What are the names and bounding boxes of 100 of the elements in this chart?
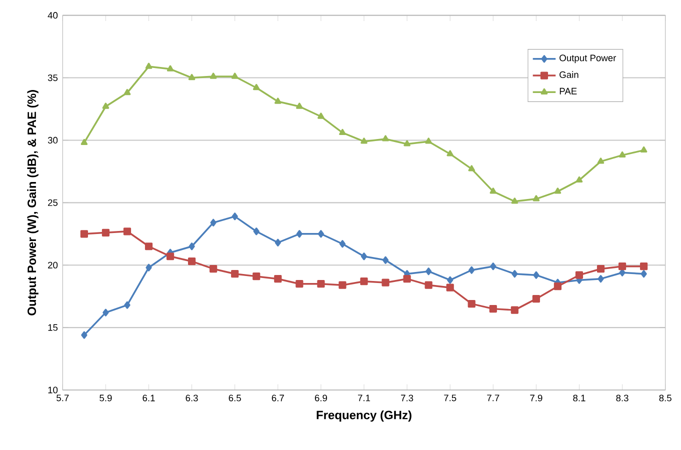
y-tick-label: 35 — [48, 74, 58, 82]
point — [124, 88, 131, 96]
x-tick-label: 8.5 — [659, 394, 672, 402]
point — [532, 195, 540, 202]
point — [510, 306, 518, 314]
point — [166, 252, 174, 260]
point — [166, 65, 174, 72]
x-tick-label: 5.9 — [100, 394, 112, 402]
point — [102, 308, 109, 316]
point — [252, 272, 260, 280]
point — [252, 84, 260, 90]
y-tick-label: 25 — [48, 199, 58, 206]
point — [145, 62, 152, 69]
point — [425, 138, 432, 144]
point — [274, 275, 282, 283]
point — [102, 228, 110, 236]
point — [446, 284, 454, 292]
point — [360, 138, 368, 144]
point — [554, 282, 562, 290]
point — [489, 305, 497, 313]
point — [554, 188, 562, 194]
point — [80, 138, 88, 146]
point — [318, 230, 324, 238]
point — [296, 102, 303, 109]
point — [382, 256, 389, 264]
point — [403, 275, 411, 283]
point — [339, 240, 346, 248]
point — [596, 265, 605, 273]
point — [339, 128, 346, 136]
point — [188, 242, 195, 250]
x-tick-label: 8.1 — [573, 394, 586, 402]
y-tick-label: 10 — [48, 386, 58, 394]
point — [124, 301, 130, 309]
legend-label: PAE — [560, 88, 577, 94]
point — [210, 218, 216, 226]
x-tick-label: 7.1 — [358, 394, 370, 402]
point — [274, 238, 281, 246]
x-tick-label: 6.9 — [314, 394, 327, 402]
point — [338, 281, 346, 289]
x-tick-label: 6.5 — [228, 394, 241, 402]
point — [210, 72, 217, 79]
point — [253, 228, 260, 236]
point — [231, 270, 239, 278]
point — [188, 74, 196, 80]
point — [640, 146, 648, 153]
x-tick-label: 7.5 — [444, 394, 456, 402]
point — [188, 258, 196, 266]
point — [533, 271, 540, 279]
point — [618, 151, 626, 158]
x-tick-label: 6.1 — [142, 394, 155, 402]
point — [597, 158, 604, 164]
point — [102, 102, 110, 109]
point — [382, 278, 390, 286]
point — [123, 228, 132, 236]
point — [210, 265, 218, 273]
point — [317, 280, 325, 288]
x-tick-label: 7.9 — [530, 394, 542, 402]
point — [146, 264, 152, 272]
x-tick-label: 7.7 — [487, 394, 500, 402]
x-tick-label: 8.3 — [616, 394, 628, 402]
point — [598, 275, 604, 283]
point — [424, 281, 432, 289]
x-tick-label: 6.3 — [186, 394, 198, 402]
y-tick-label: 15 — [48, 324, 58, 331]
point — [468, 300, 476, 308]
x-tick-label: 7.3 — [401, 394, 414, 402]
point — [426, 268, 432, 276]
point — [318, 112, 324, 119]
point — [447, 276, 454, 284]
point — [360, 252, 368, 260]
point — [144, 242, 153, 250]
y-tick-label: 20 — [48, 262, 58, 268]
point — [80, 230, 88, 238]
point — [640, 262, 648, 270]
point — [532, 295, 540, 303]
point — [232, 212, 238, 220]
point — [468, 266, 475, 274]
point — [575, 271, 584, 279]
point — [404, 140, 410, 146]
y-tick-label: 40 — [48, 12, 58, 19]
point — [231, 72, 238, 79]
y-axis-title: Output Power (W), Gain (dB), & PAE (%) — [27, 90, 38, 316]
x-tick-label: 5.7 — [56, 394, 69, 402]
legend-label: Output Power — [560, 54, 616, 64]
point — [640, 270, 647, 278]
point — [512, 270, 518, 278]
y-tick-label: 30 — [48, 136, 58, 144]
point — [296, 230, 302, 238]
point — [382, 135, 389, 142]
point — [360, 278, 368, 286]
point — [446, 150, 454, 156]
x-axis-title: Frequency (GHz) — [316, 410, 412, 422]
point — [490, 188, 497, 194]
point — [274, 98, 282, 104]
point — [468, 165, 476, 172]
point — [618, 262, 626, 270]
point — [81, 331, 88, 339]
legend-label: Gain — [560, 71, 578, 78]
point — [296, 280, 304, 288]
point — [490, 262, 496, 270]
